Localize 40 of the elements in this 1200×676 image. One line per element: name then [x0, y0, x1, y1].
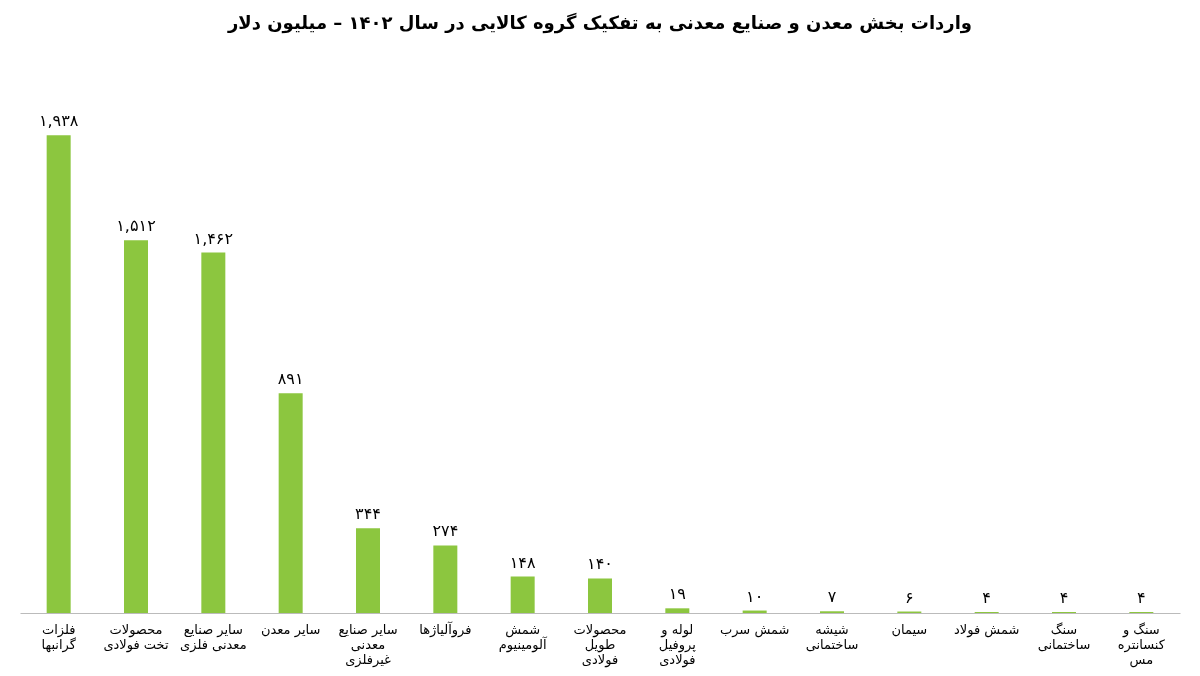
x-tick-label: شمش آلومینیوم — [498, 621, 548, 653]
x-tick-label: سیمان — [891, 621, 928, 637]
x-tick-label: لوله و پروفیل فولادی — [658, 621, 697, 668]
bar — [356, 528, 380, 613]
data-label: ۴ — [982, 588, 991, 608]
data-label: ۲۷۴ — [432, 521, 459, 541]
bar — [124, 240, 148, 613]
x-tick-label: سنگ ساختمانی — [1037, 621, 1091, 652]
data-label: ۱۴۸ — [509, 552, 536, 572]
chart-title: واردات بخش معدن و صنایع معدنی به تفکیک گروه کالایی در سال ۱۴۰۲ – میلیون دلار — [226, 12, 973, 35]
data-label: ۱,۵۱۲ — [116, 216, 156, 236]
x-tick-label: سایر معدن — [260, 621, 321, 638]
data-label: ۱,۴۶۲ — [193, 228, 234, 248]
data-label: ۴ — [1137, 588, 1146, 608]
bar — [588, 578, 612, 613]
x-tick-label: سایر صنایع معدنی غیرفلزی — [338, 621, 398, 668]
bar — [201, 252, 226, 613]
x-tick-label: فروآلیاژها — [419, 620, 472, 638]
bar — [46, 135, 71, 613]
x-tick-label: شمش فولاد — [954, 621, 1020, 638]
data-label: ۷ — [827, 587, 837, 607]
data-label: ۱۰ — [746, 586, 764, 606]
data-label: ۴ — [1059, 588, 1069, 608]
x-tick-label: سایر صنایع معدنی فلزی — [180, 621, 247, 653]
data-label: ۱۴۰ — [587, 554, 613, 574]
data-label: ۶ — [905, 587, 914, 607]
data-label: ۱۹ — [668, 584, 686, 604]
x-tick-label: شیشه ساختمانی — [805, 621, 859, 652]
x-tick-label: شمش سرب — [719, 621, 790, 638]
data-label: ۸۹۱ — [277, 369, 304, 389]
bar — [278, 393, 303, 613]
bar — [510, 576, 535, 613]
data-label: ۱,۹۳۸ — [38, 111, 79, 131]
data-label: ۳۴۴ — [355, 504, 381, 524]
bar — [433, 545, 458, 613]
x-tick-label: محصولات طویل فولادی — [573, 621, 627, 668]
x-tick-label: فلزات گرانبها — [41, 621, 77, 653]
bar — [665, 608, 690, 613]
x-tick-label: محصولات تخت فولادی — [103, 621, 169, 653]
x-tick-label: سنگ و کنسانتره مس — [1117, 621, 1166, 668]
